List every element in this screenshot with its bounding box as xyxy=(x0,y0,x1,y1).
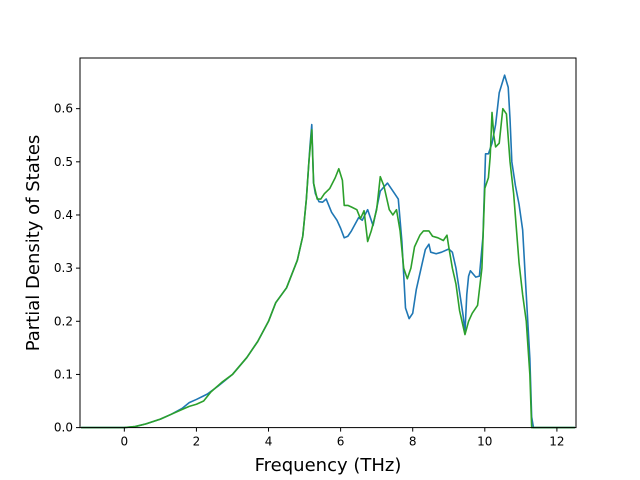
x-tick-label: 8 xyxy=(409,435,417,449)
y-axis-ticks: 0.0 0.1 0.2 0.3 0.4 0.5 0.6 xyxy=(54,102,80,435)
y-axis-label: Partial Density of States xyxy=(23,135,44,352)
y-tick-label: 0.6 xyxy=(54,102,73,116)
x-axis-ticks: 0 2 4 6 8 10 12 xyxy=(121,427,565,449)
plot-area-frame xyxy=(79,57,577,429)
x-axis-label: Frequency (THz) xyxy=(255,455,402,476)
x-tick-label: 4 xyxy=(265,435,273,449)
y-tick-label: 0.4 xyxy=(54,208,73,222)
x-tick-label: 12 xyxy=(549,435,564,449)
x-tick-label: 2 xyxy=(193,435,201,449)
y-tick-label: 0.1 xyxy=(54,367,73,381)
x-tick-label: 10 xyxy=(477,435,492,449)
y-tick-label: 0.2 xyxy=(54,314,73,328)
y-tick-label: 0.5 xyxy=(54,155,73,169)
y-tick-label: 0.0 xyxy=(54,421,73,435)
series-line-2 xyxy=(81,107,575,429)
series-layer xyxy=(81,74,575,429)
x-tick-label: 0 xyxy=(121,435,129,449)
y-tick-label: 0.3 xyxy=(54,261,73,275)
x-tick-label: 6 xyxy=(337,435,345,449)
